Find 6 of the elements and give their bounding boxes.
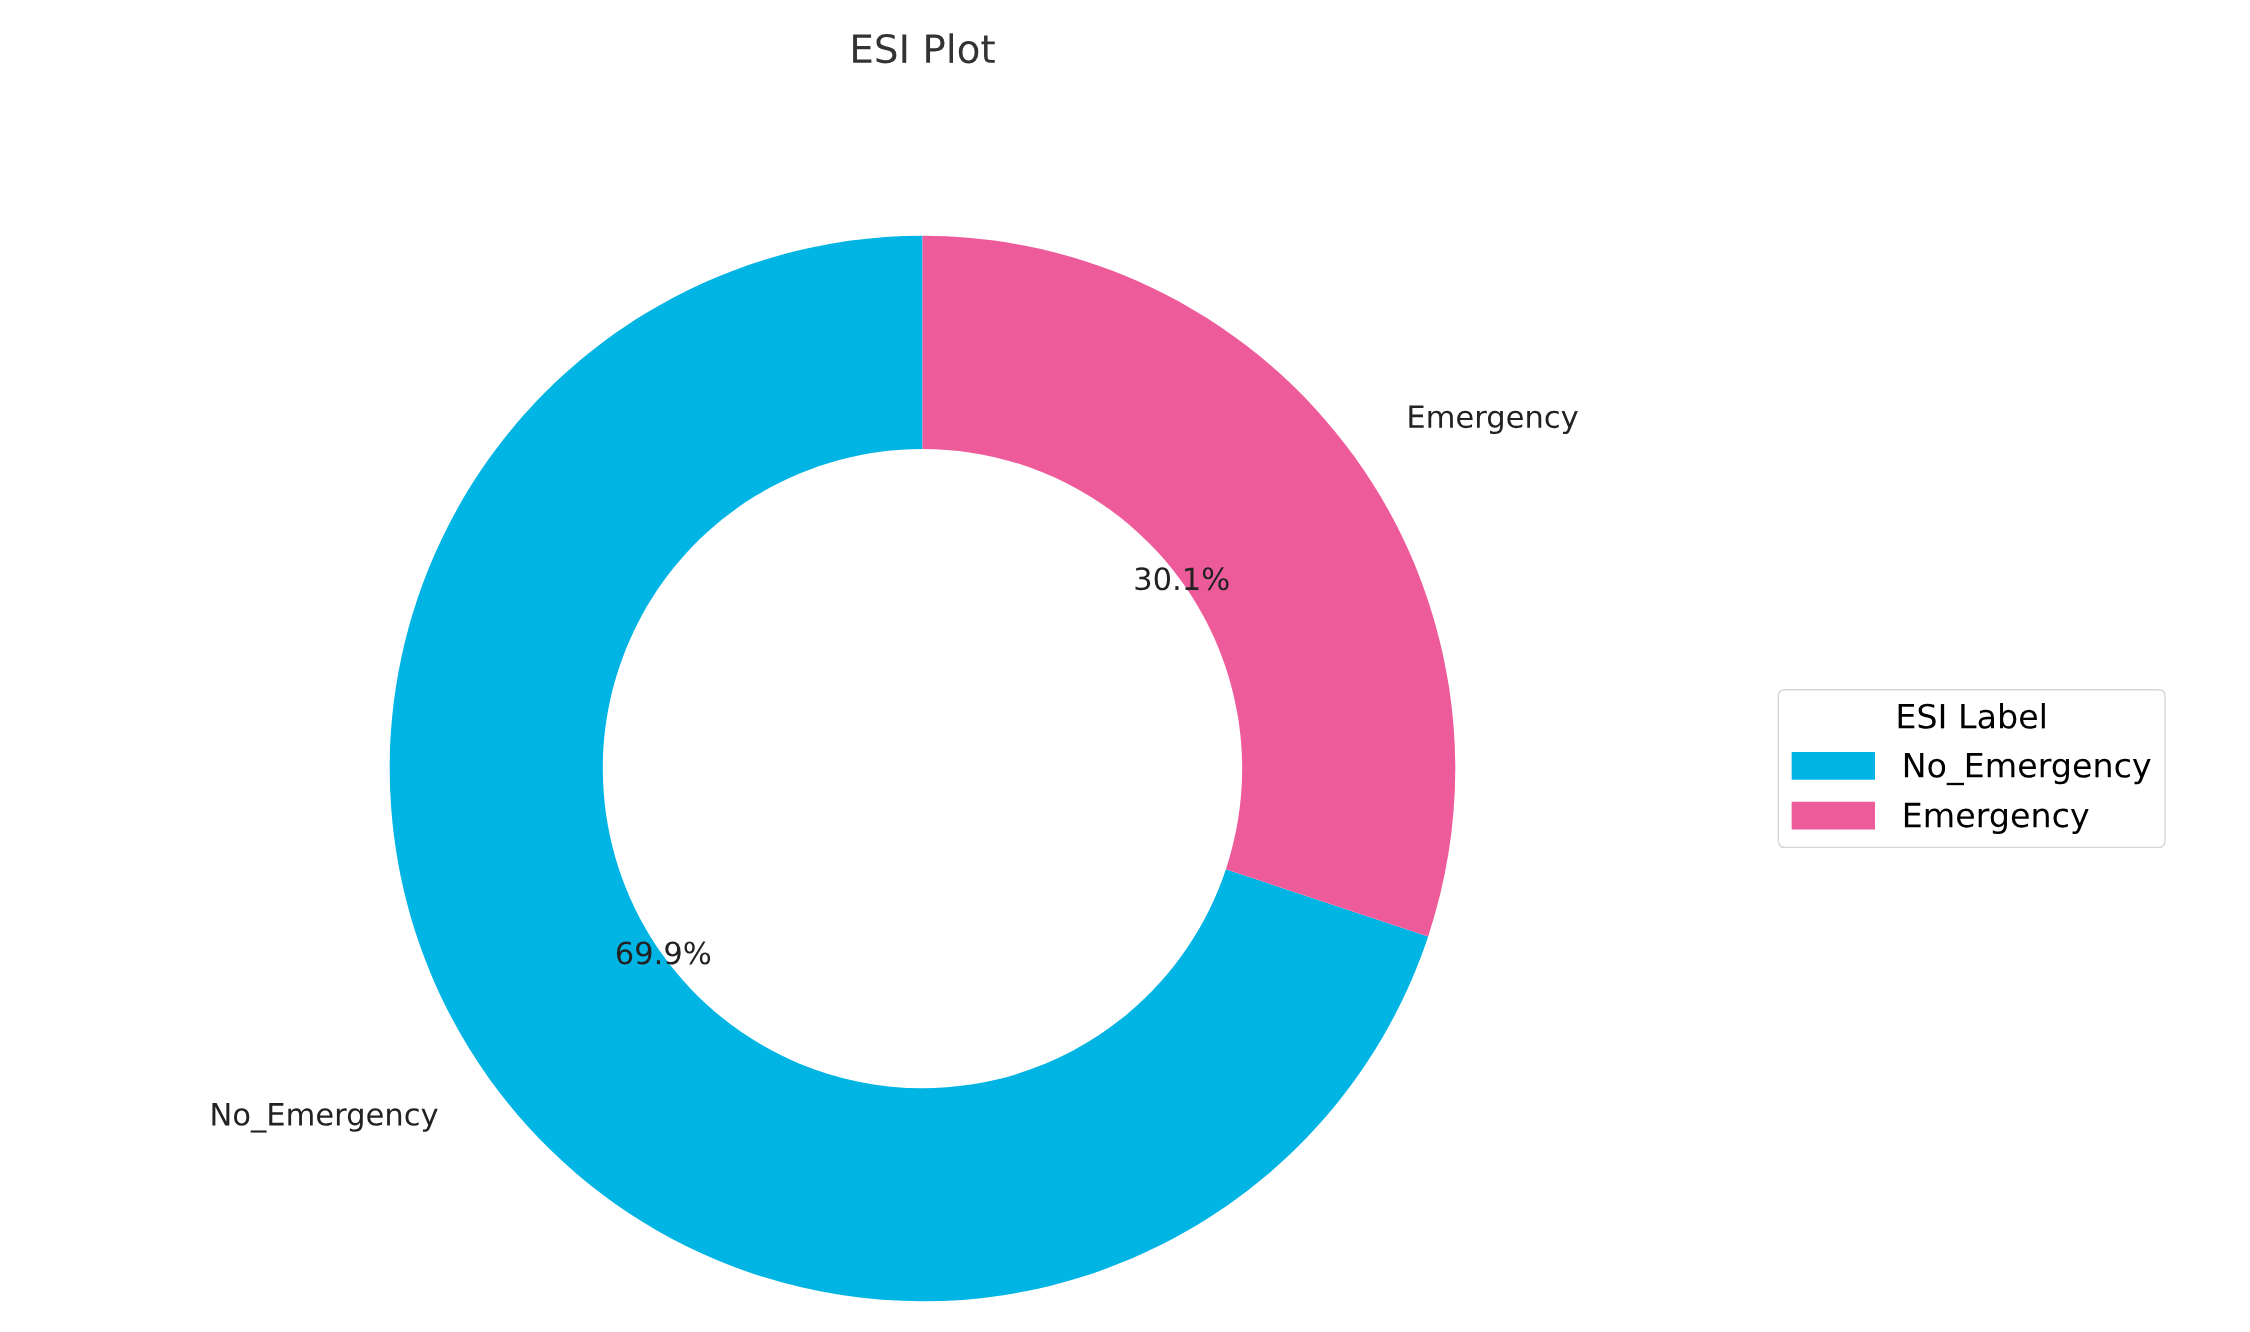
legend-title: ESI Label [1898, 703, 2045, 729]
chart-title: ESI Plot [853, 33, 995, 64]
slice-label: Emergency [1409, 405, 1578, 435]
legend-label: No_Emergency [1904, 753, 2151, 786]
legend-label: Emergency [1904, 802, 2089, 835]
slice-label: No_Emergency [212, 1103, 438, 1133]
